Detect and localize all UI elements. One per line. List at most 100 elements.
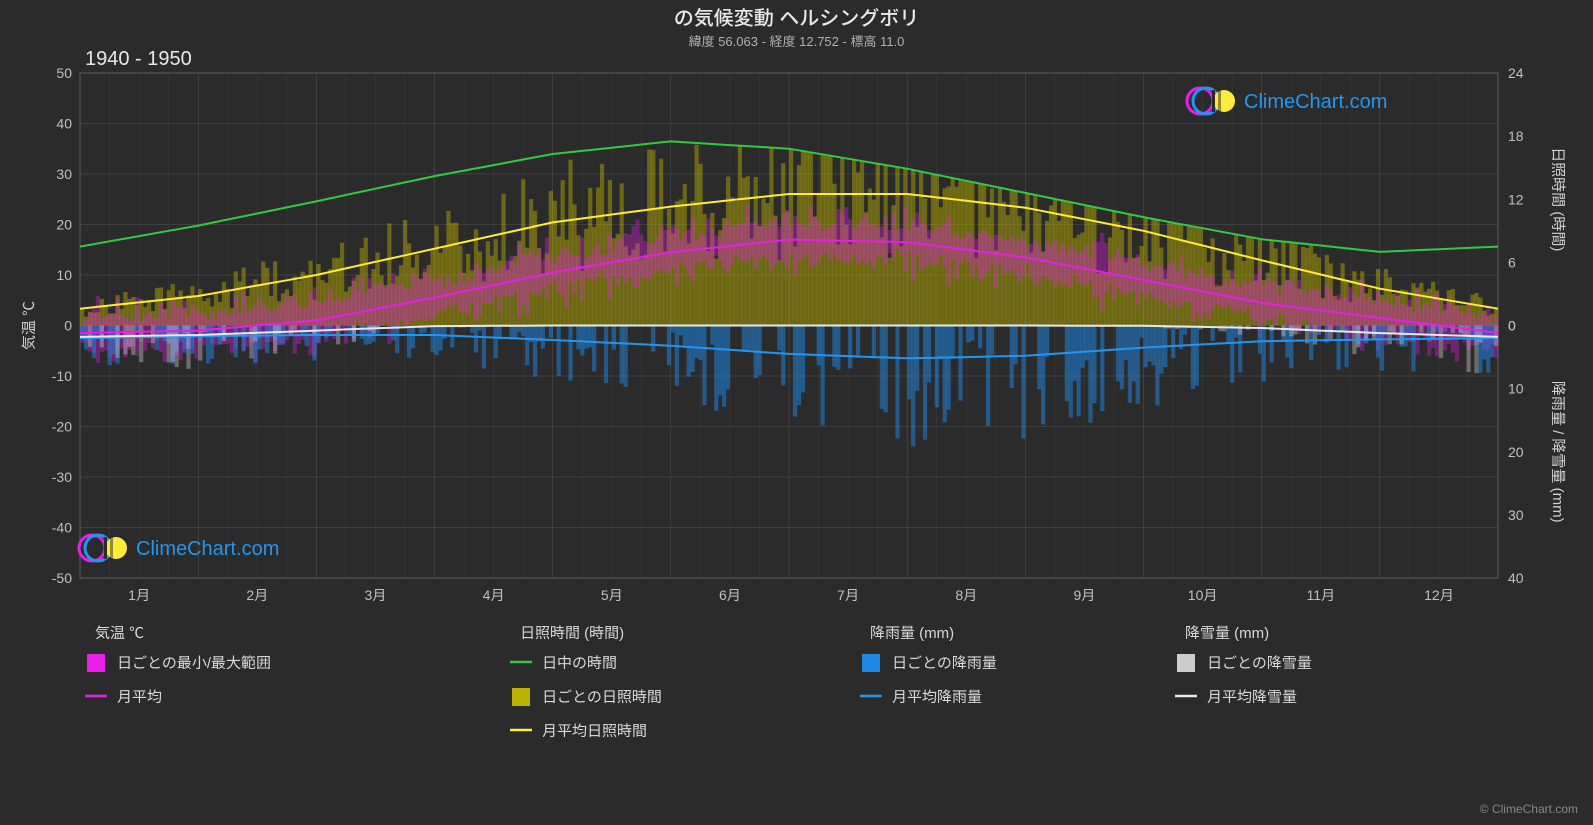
rain-bar xyxy=(848,326,852,369)
rain-bar xyxy=(435,326,439,355)
temp-range-bar xyxy=(919,222,923,269)
temp-range-bar xyxy=(446,276,450,305)
sunshine-bar xyxy=(446,211,450,326)
rain-bar xyxy=(675,326,679,386)
temp-range-bar xyxy=(564,247,568,309)
rain-bar xyxy=(584,326,588,349)
rain-bar xyxy=(958,326,962,401)
temp-range-bar xyxy=(498,269,502,310)
temp-range-bar xyxy=(537,248,541,294)
rain-bar xyxy=(671,326,675,333)
temp-range-bar xyxy=(375,286,379,325)
temp-range-bar xyxy=(694,240,698,262)
rain-bar xyxy=(620,326,624,384)
temp-range-bar xyxy=(706,219,710,268)
rain-bar xyxy=(431,326,435,353)
sunshine-bar xyxy=(974,258,978,325)
rain-bar xyxy=(604,326,608,384)
rain-bar xyxy=(1140,326,1144,338)
temp-range-bar xyxy=(1002,239,1006,274)
rain-bar xyxy=(1128,326,1132,403)
temp-range-bar xyxy=(474,264,478,321)
temp-range-bar xyxy=(947,216,951,286)
rain-bar xyxy=(1132,326,1136,382)
temp-range-bar xyxy=(245,311,249,346)
rain-bar xyxy=(576,326,580,350)
temp-range-bar xyxy=(529,251,533,292)
rain-bar xyxy=(986,326,990,426)
temp-range-bar xyxy=(742,223,746,262)
sunshine-bar xyxy=(899,246,903,325)
legend-label: 日ごとの日照時間 xyxy=(542,689,662,706)
legend-header: 降雪量 (mm) xyxy=(1185,625,1269,642)
credit-text: © ClimeChart.com xyxy=(1480,802,1578,816)
temp-range-bar xyxy=(1459,312,1463,339)
sunshine-bar xyxy=(765,203,769,325)
left-tick: -40 xyxy=(52,520,72,536)
snow-bar xyxy=(1400,326,1404,345)
rain-bar xyxy=(1069,326,1073,418)
snow-bar xyxy=(182,326,186,334)
temp-range-bar xyxy=(1163,270,1167,305)
legend-swatch-bar xyxy=(87,654,105,672)
rain-bar xyxy=(533,326,537,377)
rain-bar xyxy=(683,326,687,348)
temp-range-bar xyxy=(568,253,572,282)
temp-range-bar xyxy=(781,214,785,262)
temp-range-bar xyxy=(297,305,301,344)
temp-range-bar xyxy=(1179,256,1183,307)
sunshine-bar xyxy=(761,199,765,326)
temp-range-bar xyxy=(915,212,919,255)
rain-bar xyxy=(1403,326,1407,347)
temp-range-bar xyxy=(828,227,832,262)
x-tick: 3月 xyxy=(365,587,387,603)
rain-bar xyxy=(92,326,96,359)
rain-bar xyxy=(1021,326,1025,439)
temp-range-bar xyxy=(769,220,773,270)
temp-range-bar xyxy=(734,227,738,254)
snow-bar xyxy=(273,326,277,354)
sunshine-bar xyxy=(450,223,454,325)
right-bottom-tick: 30 xyxy=(1508,507,1524,523)
rain-bar xyxy=(407,326,411,358)
temp-range-bar xyxy=(1128,257,1132,292)
temp-range-bar xyxy=(1006,240,1010,272)
rain-bar xyxy=(1151,326,1155,366)
x-tick: 10月 xyxy=(1188,587,1218,603)
temp-range-bar xyxy=(750,223,754,257)
temp-range-bar xyxy=(442,286,446,311)
temp-range-bar xyxy=(1187,268,1191,302)
temp-range-bar xyxy=(1096,242,1100,296)
left-tick: 0 xyxy=(64,318,72,334)
temp-range-bar xyxy=(332,301,336,339)
rain-bar xyxy=(513,326,517,339)
rain-bar xyxy=(1080,326,1084,368)
rain-bar xyxy=(907,326,911,400)
temp-range-bar xyxy=(1396,293,1400,344)
legend-label: 月平均 xyxy=(117,688,162,706)
legend-label: 月平均日照時間 xyxy=(542,722,647,740)
sunshine-bar xyxy=(501,194,505,326)
rain-bar xyxy=(163,326,167,342)
rain-bar xyxy=(939,326,943,360)
temp-range-bar xyxy=(754,221,758,268)
rain-bar xyxy=(178,326,182,342)
snow-bar xyxy=(186,326,190,369)
snow-bar xyxy=(1329,326,1333,340)
temp-range-bar xyxy=(962,238,966,258)
rain-bar xyxy=(541,326,545,349)
x-tick: 9月 xyxy=(1074,587,1096,603)
snow-bar xyxy=(1466,326,1470,372)
temp-range-bar xyxy=(1033,240,1037,286)
temp-range-bar xyxy=(395,285,399,330)
rain-bar xyxy=(817,326,821,366)
rain-bar xyxy=(1116,326,1120,382)
rain-bar xyxy=(206,326,210,364)
brand-logo: ClimeChart.com xyxy=(79,535,279,561)
temp-range-bar xyxy=(399,284,403,321)
brand-text: ClimeChart.com xyxy=(136,538,279,560)
temp-range-bar xyxy=(383,288,387,323)
sunshine-bar xyxy=(651,150,655,326)
right-top-tick: 18 xyxy=(1508,128,1524,144)
snow-bar xyxy=(1474,326,1478,374)
